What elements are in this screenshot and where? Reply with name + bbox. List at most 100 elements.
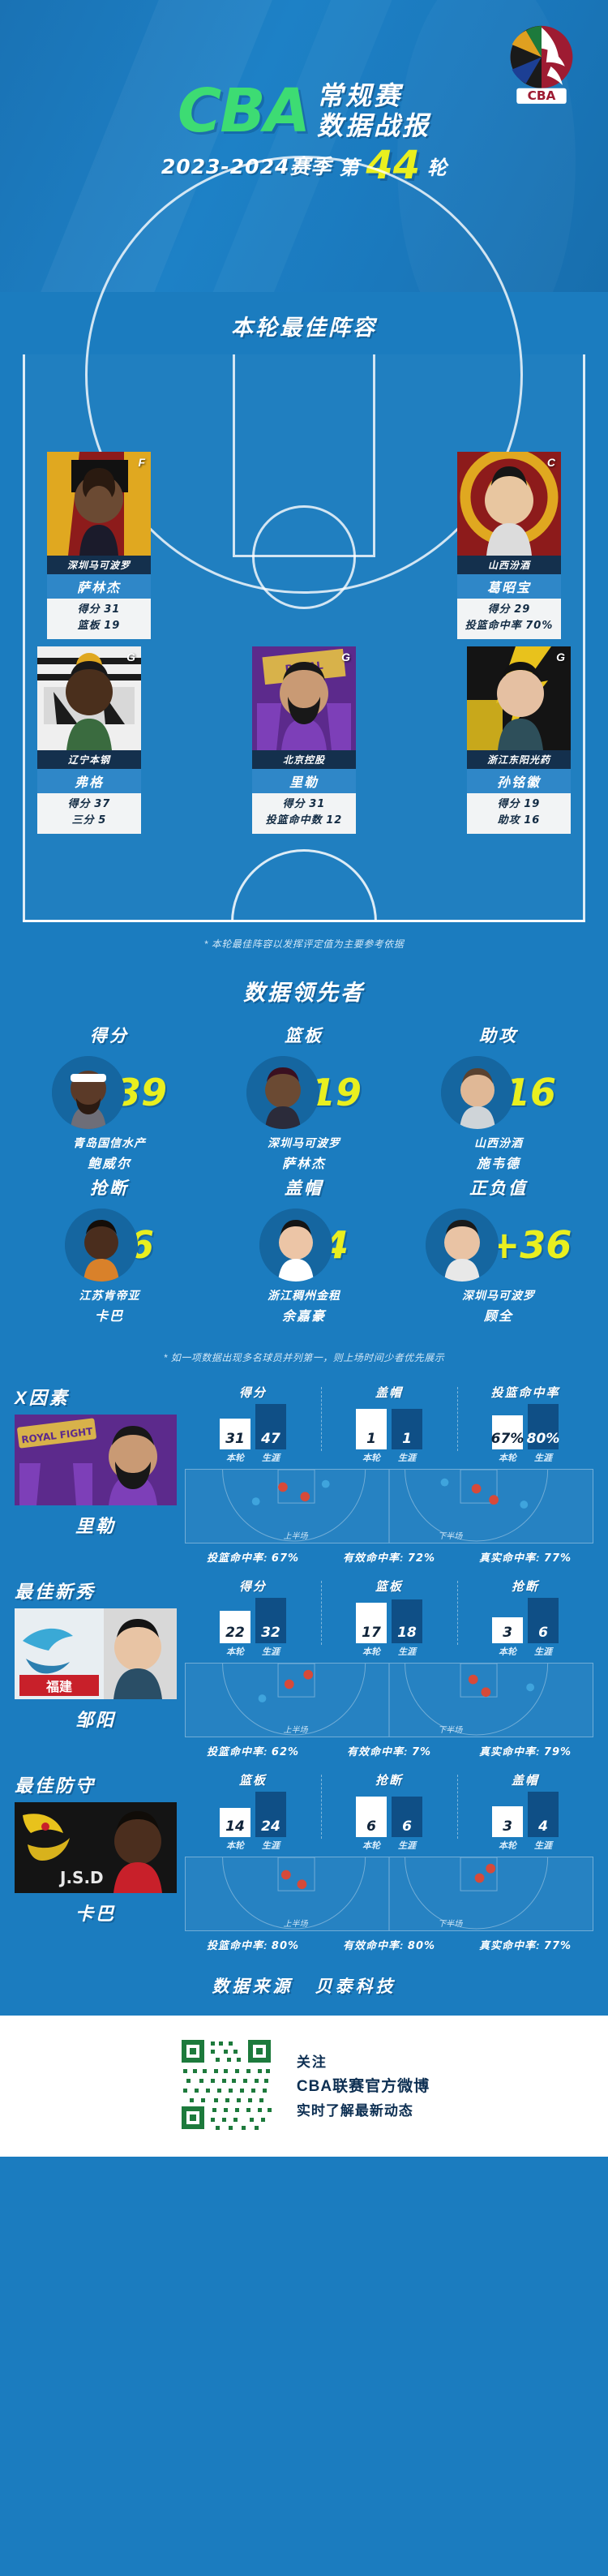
- stat-value-1-1: 70%: [525, 619, 554, 632]
- bar-label-car-1-0: 生涯: [262, 1647, 280, 1657]
- bar-label-cur-0-1: 本轮: [362, 1453, 380, 1463]
- leader-item-3[interactable]: 抢断 6 江苏肯帝亚 卡巴: [18, 1175, 201, 1324]
- pct-value-0-1: 72%: [407, 1552, 436, 1565]
- leaders-grid: 得分 39 青岛国信水产 鲍威尔 篮板: [0, 1020, 608, 1336]
- award-stat-car-1-2: 6: [538, 1625, 548, 1641]
- award-player-name-2: 卡巴: [75, 1904, 116, 1924]
- leader-item-2[interactable]: 助攻 16 山西汾酒 施韦德: [407, 1023, 590, 1172]
- leaders-row-1: 得分 39 青岛国信水产 鲍威尔 篮板: [18, 1023, 590, 1172]
- award-label-2: 最佳防守: [15, 1775, 96, 1796]
- shotchart-label-right-2: 下半场: [438, 1920, 463, 1929]
- award-shotchart-2: 上半场 下半场: [185, 1857, 593, 1931]
- award-stat-2-2: 盖帽 3 4 本轮 生涯: [457, 1771, 593, 1852]
- award-stat-cur-0-1: 1: [366, 1431, 376, 1447]
- player-team-3: 北京控股: [252, 750, 356, 769]
- bar-label-car-0-0: 生涯: [262, 1453, 280, 1463]
- pct-label-1-0: 投篮命中率:: [206, 1745, 268, 1758]
- pct-label-1-2: 真实命中率:: [478, 1745, 541, 1758]
- fujian-sturgeons-logo: 福建: [15, 1608, 177, 1699]
- liaoning-team-art-2: [37, 646, 141, 750]
- award-stat-cur-2-1: 6: [366, 1818, 376, 1835]
- award-stat-cat-0-2: 投篮命中率: [490, 1386, 560, 1400]
- header-title-block: CBA 常规赛 数据战报 2023-2024赛季 第 44 轮: [0, 75, 608, 185]
- pct-value-2-1: 80%: [407, 1940, 436, 1952]
- round-suffix: 轮: [427, 157, 447, 179]
- svg-text:CBA: CBA: [528, 88, 556, 103]
- leader-category-4: 盖帽: [285, 1179, 323, 1198]
- award-stat-cur-1-2: 3: [503, 1625, 512, 1641]
- stat-value-4-0: 19: [524, 798, 541, 810]
- leader-team-0: 青岛国信水产: [72, 1136, 146, 1149]
- award-stat-car-0-0: 47: [261, 1431, 280, 1447]
- stat-value-4-1: 16: [524, 814, 541, 826]
- award-label-1: 最佳新秀: [15, 1582, 96, 1602]
- player-photo-1: C: [457, 452, 561, 556]
- award-stat-cur-1-1: 17: [362, 1625, 381, 1641]
- leader-item-0[interactable]: 得分 39 青岛国信水产 鲍威尔: [18, 1023, 201, 1172]
- leader-category-0: 得分: [89, 1027, 129, 1045]
- shotchart-court-2: [222, 1857, 549, 1930]
- award-statgrid-0: 得分 31 47 本轮 生涯 盖帽 1: [185, 1384, 593, 1464]
- stat-value-0-0: 31: [104, 603, 121, 616]
- pct-label-2-2: 真实命中率:: [478, 1939, 541, 1951]
- award-statgrid-1: 得分 22 32 本轮 生涯 篮板 17: [185, 1578, 593, 1658]
- award-stat-car-0-2: 80%: [526, 1431, 560, 1447]
- award-stat-1-2: 抢断 3 6 本轮 生涯: [457, 1578, 593, 1658]
- leader-name-5: 顾全: [484, 1310, 514, 1324]
- leader-item-4[interactable]: 盖帽 4 浙江稠州金租 余嘉豪: [212, 1175, 396, 1324]
- leader-name-3: 卡巴: [94, 1310, 124, 1324]
- lineup-card-0[interactable]: F 深圳马可波罗 萨林杰 得分 31 篮板 19: [47, 452, 151, 639]
- leader-avatar-0: [51, 1056, 125, 1129]
- award-stat-cur-2-2: 3: [503, 1818, 512, 1835]
- player-name-4: 孙铭徽: [467, 769, 571, 793]
- shenzhen-team-art-0: [47, 452, 151, 556]
- leader-item-5[interactable]: 正负值 +36 深圳马可波罗 顾全: [407, 1175, 590, 1324]
- pct-value-2-2: 77%: [543, 1940, 572, 1952]
- data-source-row: 数据来源 贝泰科技: [0, 1952, 608, 2016]
- stat-value-3-0: 31: [309, 798, 326, 810]
- pct-value-1-1: 7%: [411, 1746, 432, 1758]
- award-stat-cat-2-1: 抢断: [375, 1774, 403, 1788]
- position-badge-4: G: [556, 650, 565, 663]
- award-label-0: X因素: [15, 1388, 70, 1408]
- award-left-0: X因素 ROYAL FIGHT 里勒: [15, 1384, 177, 1565]
- lineup-card-1[interactable]: C 山西汾酒 葛昭宝 得分 29 投篮命中率 70%: [457, 452, 561, 639]
- bar-label-car-2-0: 生涯: [262, 1841, 280, 1851]
- brand-text: CBA: [178, 75, 310, 146]
- award-stat-cat-1-1: 篮板: [375, 1580, 403, 1594]
- title-line-1: 常规赛: [316, 81, 402, 110]
- pct-value-1-0: 62%: [271, 1746, 300, 1758]
- leader-name-4: 余嘉豪: [281, 1310, 326, 1324]
- shotchart-label-left-2: 上半场: [283, 1920, 308, 1929]
- leader-item-1[interactable]: 篮板 19 深圳马可波罗 萨林杰: [212, 1023, 396, 1172]
- player-team-2: 辽宁本钢: [37, 750, 141, 769]
- award-stat-car-0-1: 1: [402, 1431, 412, 1447]
- stat-value-1-0: 29: [514, 603, 531, 616]
- leader-category-1: 篮板: [285, 1027, 323, 1045]
- zhejiang-team-art-4: [467, 646, 571, 750]
- award-shotchart-0: 上半场 下半场: [185, 1469, 593, 1543]
- lineup-card-2[interactable]: G 辽宁本钢 弗格 得分 37 三分 5: [37, 646, 141, 834]
- award-stat-cur-0-0: 31: [225, 1431, 245, 1447]
- weibo-qr-code[interactable]: [178, 2037, 274, 2132]
- player-team-1: 山西汾酒: [457, 556, 561, 574]
- leaders-row-2: 抢断 6 江苏肯帝亚 卡巴 盖帽: [18, 1175, 590, 1324]
- footer-cta-text: 关注 CBA联赛官方微博 实时了解最新动态: [297, 2050, 430, 2119]
- stat-label-4-0: 得分: [497, 797, 520, 809]
- court-diagram: F 深圳马可波罗 萨林杰 得分 31 篮板 19: [23, 156, 585, 922]
- bar-label-car-0-2: 生涯: [534, 1453, 552, 1463]
- award-stat-cur-1-0: 22: [225, 1625, 245, 1641]
- lineup-card-3[interactable]: ROYAL G 北京控股 里勒 得分 31 投篮命中数 12: [252, 646, 356, 834]
- beijing-royal-fighters-art-3: ROYAL: [252, 646, 356, 750]
- data-source-name: 贝泰科技: [315, 1977, 396, 1996]
- stat-label-2-1: 三分: [71, 813, 95, 826]
- leader-team-5: 深圳马可波罗: [462, 1289, 536, 1302]
- leader-team-4: 浙江稠州金租: [268, 1289, 340, 1302]
- player-team-0: 深圳马可波罗: [47, 556, 151, 574]
- lineup-card-4[interactable]: G 浙江东阳光药 孙铭徽 得分 19 助攻 16: [467, 646, 571, 834]
- stat-label-0-0: 得分: [77, 603, 101, 615]
- shotchart-court-0: [222, 1469, 549, 1543]
- svg-text:福建: 福建: [45, 1679, 72, 1694]
- leader-avatar-5: [425, 1209, 499, 1282]
- leader-avatar-4: [259, 1209, 332, 1282]
